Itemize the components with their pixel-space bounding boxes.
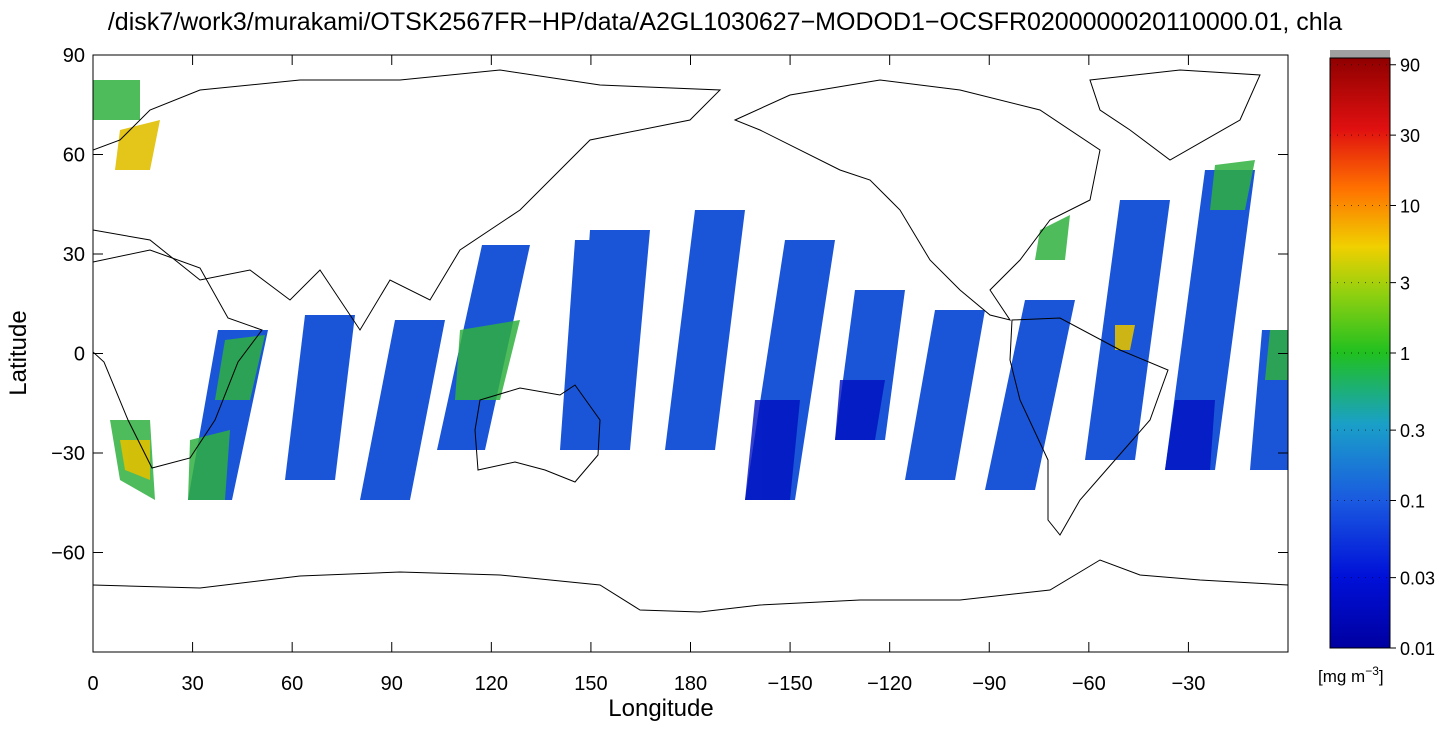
title: /disk7/work3/murakami/OTSK2567FR−HP/data… <box>108 8 1342 36</box>
x-tick-label: 120 <box>475 673 508 695</box>
colorbar-tick-label: 10 <box>1400 197 1420 217</box>
x-tick-label: −30 <box>1171 673 1205 695</box>
y-tick-label: −30 <box>51 443 85 465</box>
colorbar-tick-label: 0.1 <box>1400 492 1425 512</box>
y-tick-label: 60 <box>63 145 85 167</box>
y-tick-label: −60 <box>51 543 85 565</box>
y-tick-label: 30 <box>63 244 85 266</box>
colorbar-tick-label: 30 <box>1400 126 1420 146</box>
x-tick-label: −90 <box>972 673 1006 695</box>
colorbar-tick-label: 0.03 <box>1400 569 1435 589</box>
colorbar-unit: [mg m−3] <box>1318 664 1384 686</box>
x-tick-label: −60 <box>1072 673 1106 695</box>
x-tick-label: 150 <box>574 673 607 695</box>
colorbar-tick-label: 90 <box>1400 56 1420 76</box>
colorbar-tick-label: 3 <box>1400 274 1410 294</box>
x-tick-label: −120 <box>867 673 912 695</box>
x-tick-label: 0 <box>87 673 98 695</box>
colorbar-tick-label: 1 <box>1400 344 1410 364</box>
map-imagery <box>93 69 1288 613</box>
colorbar-tick-label: 0.3 <box>1400 421 1425 441</box>
swath-low <box>745 380 1215 500</box>
swath-green <box>93 80 1288 500</box>
y-axis-label: Latitude <box>5 310 32 395</box>
x-tick-label: 90 <box>381 673 403 695</box>
x-tick-label: 180 <box>674 673 707 695</box>
x-axis-label: Longitude <box>608 695 713 722</box>
colorbar <box>1329 57 1391 649</box>
coastlines <box>93 69 1288 613</box>
x-tick-label: 60 <box>281 673 303 695</box>
colorbar-tick-label: 0.01 <box>1400 639 1435 659</box>
x-tick-label: 30 <box>181 673 203 695</box>
x-tick-label: −150 <box>768 673 813 695</box>
y-tick-label: 90 <box>63 45 85 67</box>
unit-exponent: −3 <box>1365 664 1379 678</box>
colorbar-over <box>1330 50 1390 58</box>
y-tick-label: 0 <box>74 344 85 366</box>
unit-text-end: ] <box>1379 667 1384 686</box>
unit-text: [mg m <box>1318 667 1365 686</box>
